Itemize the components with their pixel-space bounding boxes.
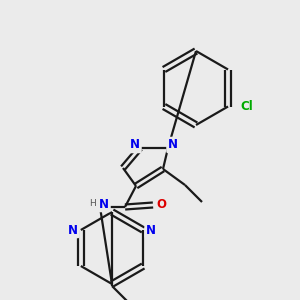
Text: H: H (90, 200, 96, 208)
Text: N: N (130, 139, 140, 152)
Text: N: N (146, 224, 156, 236)
Text: N: N (99, 197, 109, 211)
Text: O: O (156, 199, 166, 212)
Text: N: N (68, 224, 78, 236)
Text: Cl: Cl (240, 100, 253, 113)
Text: N: N (168, 139, 178, 152)
